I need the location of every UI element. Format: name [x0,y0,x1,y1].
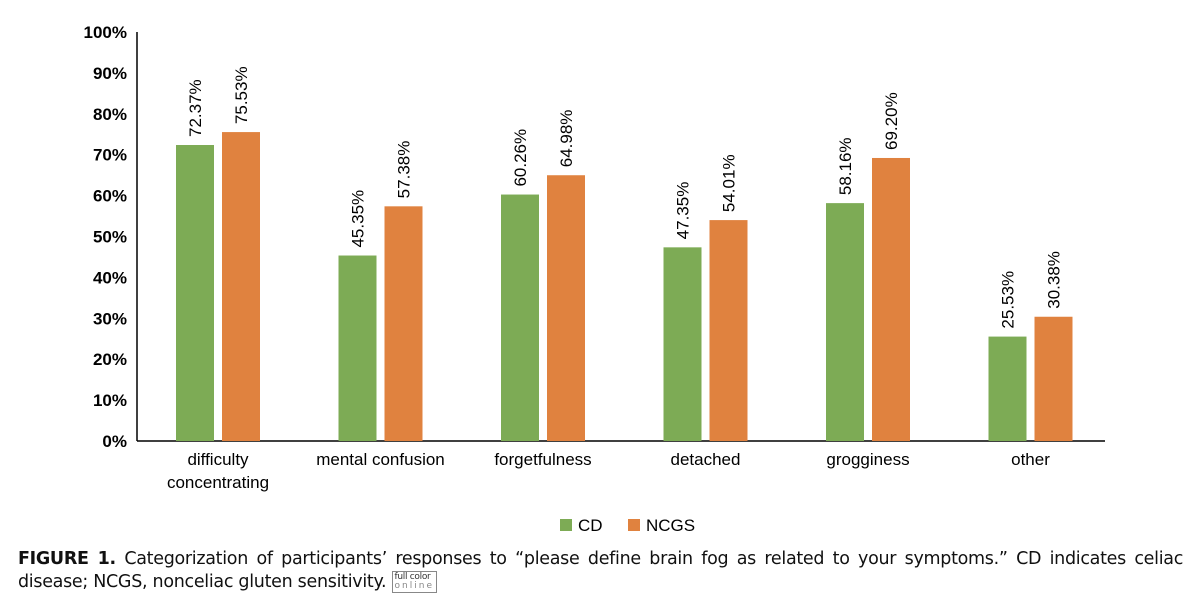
legend-swatch-cd [560,519,572,531]
data-label: 30.38% [1045,251,1064,309]
data-label: 45.35% [349,190,368,248]
x-tick-label: mental confusion [316,450,445,469]
y-tick-label: 90% [93,64,127,83]
y-tick-label: 50% [93,228,127,247]
x-tick-label: forgetfulness [494,450,591,469]
x-tick-label: grogginess [826,450,909,469]
data-label: 58.16% [836,137,855,195]
data-label: 60.26% [511,129,530,187]
bar-cd [663,247,702,441]
badge-line-2: online [394,581,434,591]
bar-cd [501,194,539,441]
y-tick-label: 60% [93,187,127,206]
x-tick-label: concentrating [167,473,269,492]
bar-ncgs [547,175,585,441]
y-tick-label: 100% [84,23,127,42]
bar-cd [826,203,864,441]
bar-cd [176,145,214,441]
y-tick-label: 80% [93,105,127,124]
x-tick-label: difficulty [187,450,249,469]
bar-ncgs [1034,316,1073,441]
data-label: 57.38% [395,141,414,199]
legend-swatch-ncgs [628,519,640,531]
y-tick-label: 70% [93,146,127,165]
bar-ncgs [222,132,260,441]
data-label: 69.20% [882,92,901,150]
bar-chart: 0% 10% 20% 30% 40% 50% 60% 70% 80% 90% 100% 72.37% 7… [84,23,1105,535]
figure-caption: FIGURE 1. Categorization of participants… [18,548,1183,594]
data-label: 72.37% [186,79,205,137]
bar-ncgs [709,220,748,441]
figure-label: FIGURE 1. [18,549,116,569]
legend-label: NCGS [646,516,695,535]
data-label: 64.98% [557,110,576,168]
bar-cd [338,255,377,441]
y-tick-label: 10% [93,391,127,410]
y-tick-label: 40% [93,268,127,287]
data-label: 54.01% [720,154,739,212]
bar-ncgs [384,206,423,441]
data-label: 47.35% [674,182,693,240]
legend-label: CD [578,516,603,535]
bar-ncgs [872,157,910,442]
bar-cd [988,336,1027,441]
y-tick-label: 20% [93,350,127,369]
y-tick-label: 0% [102,432,127,451]
badge-line-1: full color [394,572,431,582]
data-label: 25.53% [999,271,1018,329]
x-tick-label: other [1011,450,1050,469]
full-color-online-badge: full color online [391,571,437,593]
caption-text: Categorization of participants’ response… [18,549,1184,592]
y-tick-label: 30% [93,309,127,328]
x-tick-label: detached [671,450,741,469]
data-label: 75.53% [232,66,251,124]
